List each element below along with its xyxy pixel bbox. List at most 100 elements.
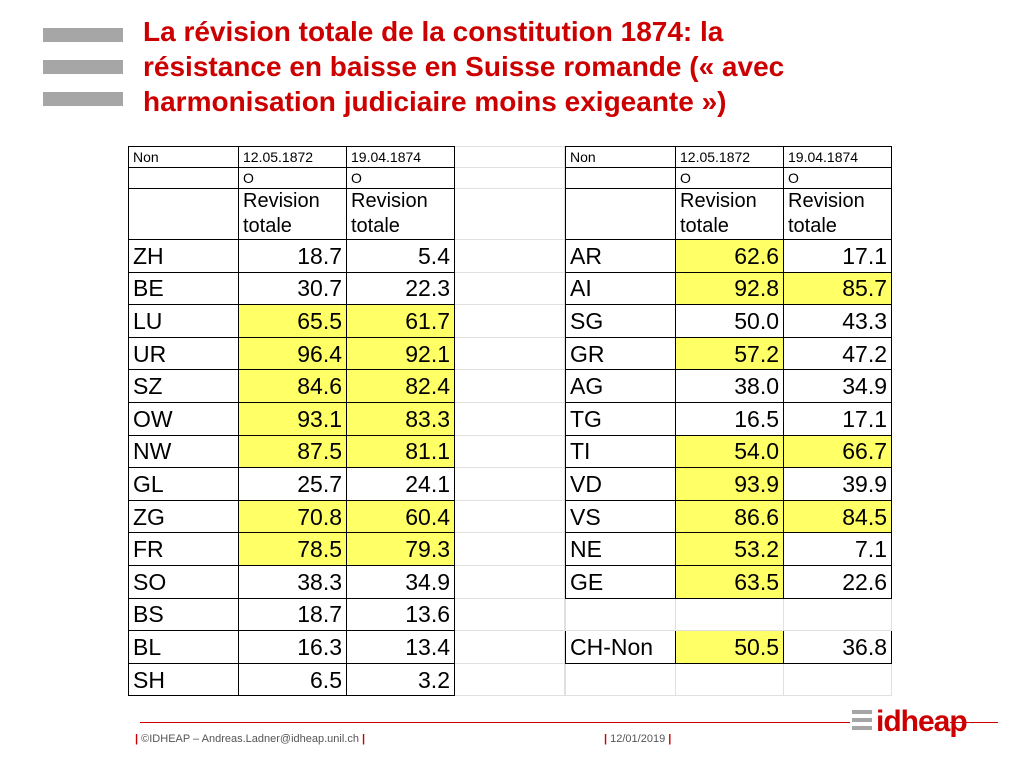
footer-divider bbox=[140, 722, 850, 723]
spacer-cell bbox=[454, 167, 565, 189]
table-row bbox=[565, 597, 892, 632]
idheap-logo: idheap bbox=[852, 704, 972, 744]
value-1872-cell: 30.7 bbox=[238, 271, 347, 306]
value-1874-cell: 66.7 bbox=[783, 434, 892, 469]
value-1872-cell: 78.5 bbox=[238, 532, 347, 566]
canton-cell: TG bbox=[565, 401, 676, 436]
table-row: SO 38.3 34.9 bbox=[128, 564, 565, 599]
value-1872-cell: 57.2 bbox=[675, 336, 784, 371]
spacer-cell bbox=[454, 146, 565, 168]
canton-cell: SO bbox=[128, 564, 239, 599]
footer-separator: | bbox=[135, 733, 139, 745]
header-label: Non bbox=[128, 146, 239, 168]
spacer-cell bbox=[454, 304, 565, 338]
value-1874-cell: 83.3 bbox=[346, 401, 455, 436]
table-row: ZH 18.7 5.4 bbox=[128, 239, 565, 273]
header-empty bbox=[565, 167, 676, 189]
canton-cell: VD bbox=[565, 467, 676, 501]
value-1872-cell: 38.0 bbox=[675, 369, 784, 403]
value-1872-cell: 50.0 bbox=[675, 304, 784, 338]
menu-bars-icon bbox=[43, 28, 123, 124]
footer-separator: | bbox=[668, 733, 672, 745]
header-label: Non bbox=[565, 146, 676, 168]
value-1872-cell: 6.5 bbox=[238, 662, 347, 697]
spacer-cell bbox=[454, 401, 565, 436]
value-1874-cell: 17.1 bbox=[783, 401, 892, 436]
value-1872-cell: 93.1 bbox=[238, 401, 347, 436]
table-row: LU 65.5 61.7 bbox=[128, 304, 565, 338]
header-row-dates: Non 12.05.1872 19.04.1874 bbox=[128, 146, 565, 168]
value-1874-cell: 5.4 bbox=[346, 239, 455, 273]
spacer-cell bbox=[454, 597, 565, 632]
value-1874-cell: 3.2 bbox=[346, 662, 455, 697]
header-code-1872: O bbox=[238, 167, 347, 189]
slide-title: La révision totale de la constitution 18… bbox=[143, 14, 1003, 119]
header-code-1872: O bbox=[675, 167, 784, 189]
table-row: NE 53.2 7.1 bbox=[565, 532, 892, 566]
value-1874-cell: 34.9 bbox=[783, 369, 892, 403]
value-1872-cell: 16.3 bbox=[238, 630, 347, 664]
value-1872-cell: 70.8 bbox=[238, 499, 347, 534]
value-1874-cell: 84.5 bbox=[783, 499, 892, 534]
header-empty bbox=[128, 188, 239, 240]
table-row: GL 25.7 24.1 bbox=[128, 467, 565, 501]
header-code-1874: O bbox=[783, 167, 892, 189]
spacer-cell bbox=[454, 630, 565, 664]
type-word-2: totale bbox=[351, 215, 400, 237]
value-1872-cell bbox=[675, 597, 784, 632]
canton-cell bbox=[565, 597, 676, 632]
spacer-cell bbox=[454, 271, 565, 306]
value-1874-cell: 47.2 bbox=[783, 336, 892, 371]
value-1872-cell bbox=[675, 662, 784, 697]
canton-cell: BL bbox=[128, 630, 239, 664]
value-1874-cell: 82.4 bbox=[346, 369, 455, 403]
table-row: NW 87.5 81.1 bbox=[128, 434, 565, 469]
canton-cell: SZ bbox=[128, 369, 239, 403]
canton-cell: CH-Non bbox=[565, 630, 676, 664]
logo-text: idheap bbox=[876, 705, 968, 738]
value-1874-cell: 60.4 bbox=[346, 499, 455, 534]
footer-date: | 12/01/2019 | bbox=[604, 733, 671, 745]
header-date-1872: 12.05.1872 bbox=[238, 146, 347, 168]
value-1872-cell: 92.8 bbox=[675, 271, 784, 306]
canton-cell: TI bbox=[565, 434, 676, 469]
header-row-codes: O O bbox=[128, 167, 565, 189]
footer-credit: | ©IDHEAP – Andreas.Ladner@idheap.unil.c… bbox=[135, 733, 365, 745]
spacer-cell bbox=[454, 564, 565, 599]
canton-cell: AR bbox=[565, 239, 676, 273]
type-word-1: Revision bbox=[243, 190, 320, 212]
table-row: UR 96.4 92.1 bbox=[128, 336, 565, 371]
table-row: OW 93.1 83.3 bbox=[128, 401, 565, 436]
table-row: BL 16.3 13.4 bbox=[128, 630, 565, 664]
menu-bar bbox=[43, 92, 123, 106]
canton-cell: GR bbox=[565, 336, 676, 371]
table-row bbox=[565, 662, 892, 697]
value-1872-cell: 16.5 bbox=[675, 401, 784, 436]
header-type-1874: Revision totale bbox=[783, 188, 892, 240]
value-1874-cell: 36.8 bbox=[783, 630, 892, 664]
value-1874-cell: 22.3 bbox=[346, 271, 455, 306]
table-row: GE 63.5 22.6 bbox=[565, 564, 892, 599]
header-date-1874: 19.04.1874 bbox=[346, 146, 455, 168]
table-row: FR 78.5 79.3 bbox=[128, 532, 565, 566]
canton-cell: AI bbox=[565, 271, 676, 306]
value-1874-cell: 7.1 bbox=[783, 532, 892, 566]
value-1872-cell: 53.2 bbox=[675, 532, 784, 566]
table-row: AI 92.8 85.7 bbox=[565, 271, 892, 306]
title-line-2: résistance en baisse en Suisse romande (… bbox=[143, 51, 785, 82]
value-1872-cell: 54.0 bbox=[675, 434, 784, 469]
header-row-codes: O O bbox=[565, 167, 892, 189]
canton-cell: AG bbox=[565, 369, 676, 403]
spacer-cell bbox=[454, 499, 565, 534]
footer-date-text: 12/01/2019 bbox=[610, 733, 666, 745]
value-1874-cell: 85.7 bbox=[783, 271, 892, 306]
canton-cell: LU bbox=[128, 304, 239, 338]
value-1872-cell: 86.6 bbox=[675, 499, 784, 534]
table-row: ZG 70.8 60.4 bbox=[128, 499, 565, 534]
header-row-dates: Non 12.05.1872 19.04.1874 bbox=[565, 146, 892, 168]
table-row: AG 38.0 34.9 bbox=[565, 369, 892, 403]
table-row: TI 54.0 66.7 bbox=[565, 434, 892, 469]
title-line-1: La révision totale de la constitution 18… bbox=[143, 16, 724, 47]
canton-cell: SG bbox=[565, 304, 676, 338]
canton-cell: VS bbox=[565, 499, 676, 534]
